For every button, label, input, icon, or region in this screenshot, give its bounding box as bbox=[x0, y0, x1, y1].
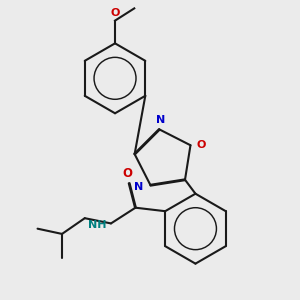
Text: N: N bbox=[134, 182, 143, 192]
Text: O: O bbox=[197, 140, 206, 150]
Text: N: N bbox=[157, 115, 166, 125]
Text: NH: NH bbox=[88, 220, 107, 230]
Text: O: O bbox=[122, 167, 132, 180]
Text: O: O bbox=[110, 8, 120, 18]
